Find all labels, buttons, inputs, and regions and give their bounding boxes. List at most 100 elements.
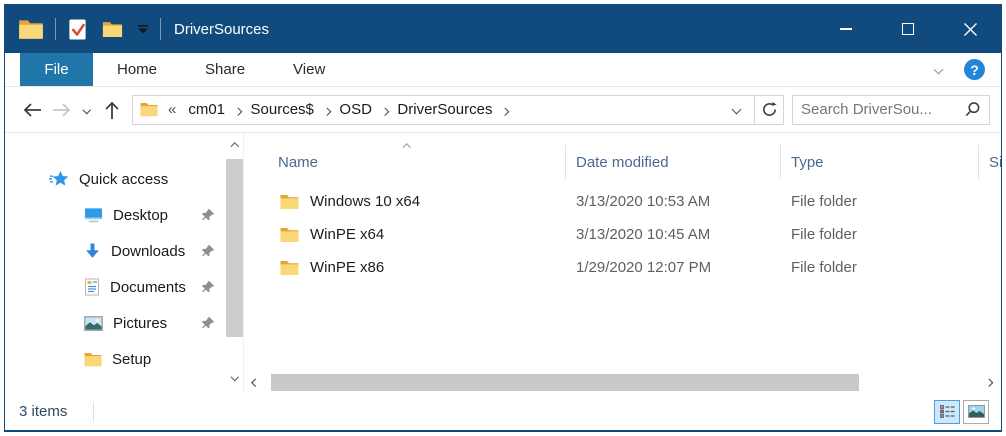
- properties-check-icon: [67, 18, 88, 41]
- scroll-up-button[interactable]: [226, 138, 243, 156]
- address-bar[interactable]: « cm01 Sources$ OSD DriverSources: [132, 94, 755, 125]
- recent-locations-button[interactable]: [77, 95, 97, 125]
- scroll-left-button[interactable]: [247, 378, 265, 387]
- pin-icon: [201, 280, 215, 294]
- breadcrumb-segment[interactable]: Sources$: [250, 101, 314, 118]
- file-type: File folder: [791, 193, 857, 210]
- chevron-down-icon: [933, 64, 944, 75]
- refresh-button[interactable]: [754, 94, 784, 125]
- back-button[interactable]: [17, 95, 47, 125]
- details-view-icon: [939, 405, 954, 418]
- app-folder-icon: [18, 19, 44, 40]
- close-icon: [963, 22, 978, 37]
- explorer-window: DriverSources File Home Share View ?: [4, 4, 1002, 432]
- file-date-modified: 1/29/2020 12:07 PM: [576, 259, 712, 276]
- file-rows: Windows 10 x64 3/13/2020 10:53 AM File f…: [244, 185, 1001, 284]
- file-name: WinPE x86: [310, 259, 385, 276]
- arrow-left-icon: [23, 102, 41, 117]
- column-header-name[interactable]: Name: [244, 145, 566, 179]
- sidebar-item-label: Desktop: [113, 206, 169, 224]
- file-row[interactable]: WinPE x86 1/29/2020 12:07 PM File folder: [244, 251, 1001, 284]
- thumbnail-view-button[interactable]: [963, 399, 989, 424]
- tab-share[interactable]: Share: [205, 61, 246, 78]
- pin-icon: [201, 208, 215, 222]
- breadcrumb-segment[interactable]: cm01: [188, 101, 226, 118]
- breadcrumb-chevron-icon: [322, 101, 331, 118]
- search-box[interactable]: [792, 94, 990, 125]
- arrow-right-icon: [53, 102, 71, 117]
- forward-button[interactable]: [47, 95, 77, 125]
- sidebar-item-setup[interactable]: Setup: [5, 341, 243, 377]
- help-button[interactable]: ?: [964, 59, 985, 80]
- thumbnail-view-icon: [967, 405, 985, 418]
- scroll-right-button[interactable]: [980, 378, 998, 387]
- up-button[interactable]: [97, 95, 127, 125]
- file-date-modified: 3/13/2020 10:45 AM: [576, 226, 711, 243]
- titlebar: DriverSources: [5, 5, 1001, 53]
- titlebar-separator: [55, 18, 56, 40]
- items-count: 3 items: [19, 403, 68, 420]
- sidebar-item-partial[interactable]: [5, 381, 243, 393]
- file-row[interactable]: WinPE x64 3/13/2020 10:45 AM File folder: [244, 218, 1001, 251]
- sidebar-item-label: Documents: [110, 278, 186, 296]
- sidebar-item-quick-access[interactable]: Quick access: [5, 161, 243, 197]
- refresh-icon: [762, 101, 777, 116]
- scrollbar-thumb[interactable]: [226, 159, 243, 337]
- scrollbar-track[interactable]: [268, 374, 977, 391]
- scrollbar-thumb[interactable]: [271, 374, 860, 391]
- new-folder-button[interactable]: [102, 21, 123, 38]
- folder-icon: [84, 352, 102, 367]
- search-icon[interactable]: [964, 101, 981, 118]
- minimize-icon: [840, 28, 852, 30]
- sidebar-item-label: Quick access: [79, 170, 169, 188]
- details-view-button[interactable]: [934, 399, 960, 424]
- properties-button[interactable]: [67, 18, 88, 41]
- sidebar-item-pictures[interactable]: Pictures: [5, 305, 243, 341]
- column-headers: Name Date modified Type Size: [244, 133, 1001, 179]
- chevron-down-icon: [731, 104, 742, 115]
- folder-icon: [280, 194, 299, 210]
- file-row[interactable]: Windows 10 x64 3/13/2020 10:53 AM File f…: [244, 185, 1001, 218]
- tab-view[interactable]: View: [293, 61, 326, 78]
- scroll-down-button[interactable]: [226, 368, 243, 386]
- navigation-row: « cm01 Sources$ OSD DriverSources: [5, 87, 1001, 133]
- arrow-up-icon: [105, 101, 119, 119]
- folder-icon: [84, 392, 102, 393]
- address-folder-icon: [140, 102, 158, 117]
- chevron-up-icon: [230, 143, 239, 151]
- sidebar-item-downloads[interactable]: Downloads: [5, 233, 243, 269]
- maximize-icon: [902, 23, 914, 35]
- breadcrumb-segment[interactable]: OSD: [339, 101, 372, 118]
- folder-icon: [102, 21, 123, 38]
- maximize-button[interactable]: [877, 5, 939, 53]
- chevron-left-icon: [252, 378, 260, 387]
- breadcrumb-chevron-icon: [233, 101, 242, 118]
- window-controls: [815, 5, 1001, 53]
- column-header-size[interactable]: Size: [989, 153, 1001, 171]
- address-dropdown-button[interactable]: [727, 104, 746, 115]
- sidebar-item-desktop[interactable]: Desktop: [5, 197, 243, 233]
- titlebar-separator: [160, 18, 161, 40]
- horizontal-scrollbar[interactable]: [244, 372, 1001, 393]
- column-header-date-modified[interactable]: Date modified: [566, 145, 781, 179]
- sidebar-scrollbar[interactable]: [226, 133, 243, 393]
- minimize-button[interactable]: [815, 5, 877, 53]
- status-bar: 3 items: [5, 393, 1001, 430]
- tab-home[interactable]: Home: [117, 61, 158, 78]
- expand-ribbon-button[interactable]: [933, 64, 944, 75]
- downloads-icon: [84, 243, 101, 260]
- close-button[interactable]: [939, 5, 1001, 53]
- main-area: Quick access Desktop Downloads: [5, 133, 1001, 393]
- desktop-icon: [84, 207, 103, 223]
- sidebar-item-documents[interactable]: Documents: [5, 269, 243, 305]
- customize-quick-access-button[interactable]: [137, 24, 149, 34]
- search-input[interactable]: [801, 101, 964, 118]
- tab-file[interactable]: File: [20, 53, 93, 86]
- column-header-type[interactable]: Type: [781, 145, 979, 179]
- quick-access-star-icon: [49, 170, 69, 188]
- pin-icon: [201, 316, 215, 330]
- file-type: File folder: [791, 226, 857, 243]
- breadcrumb-segment[interactable]: DriverSources: [397, 101, 493, 118]
- breadcrumb-overflow[interactable]: «: [168, 101, 177, 118]
- file-name: Windows 10 x64: [310, 193, 421, 210]
